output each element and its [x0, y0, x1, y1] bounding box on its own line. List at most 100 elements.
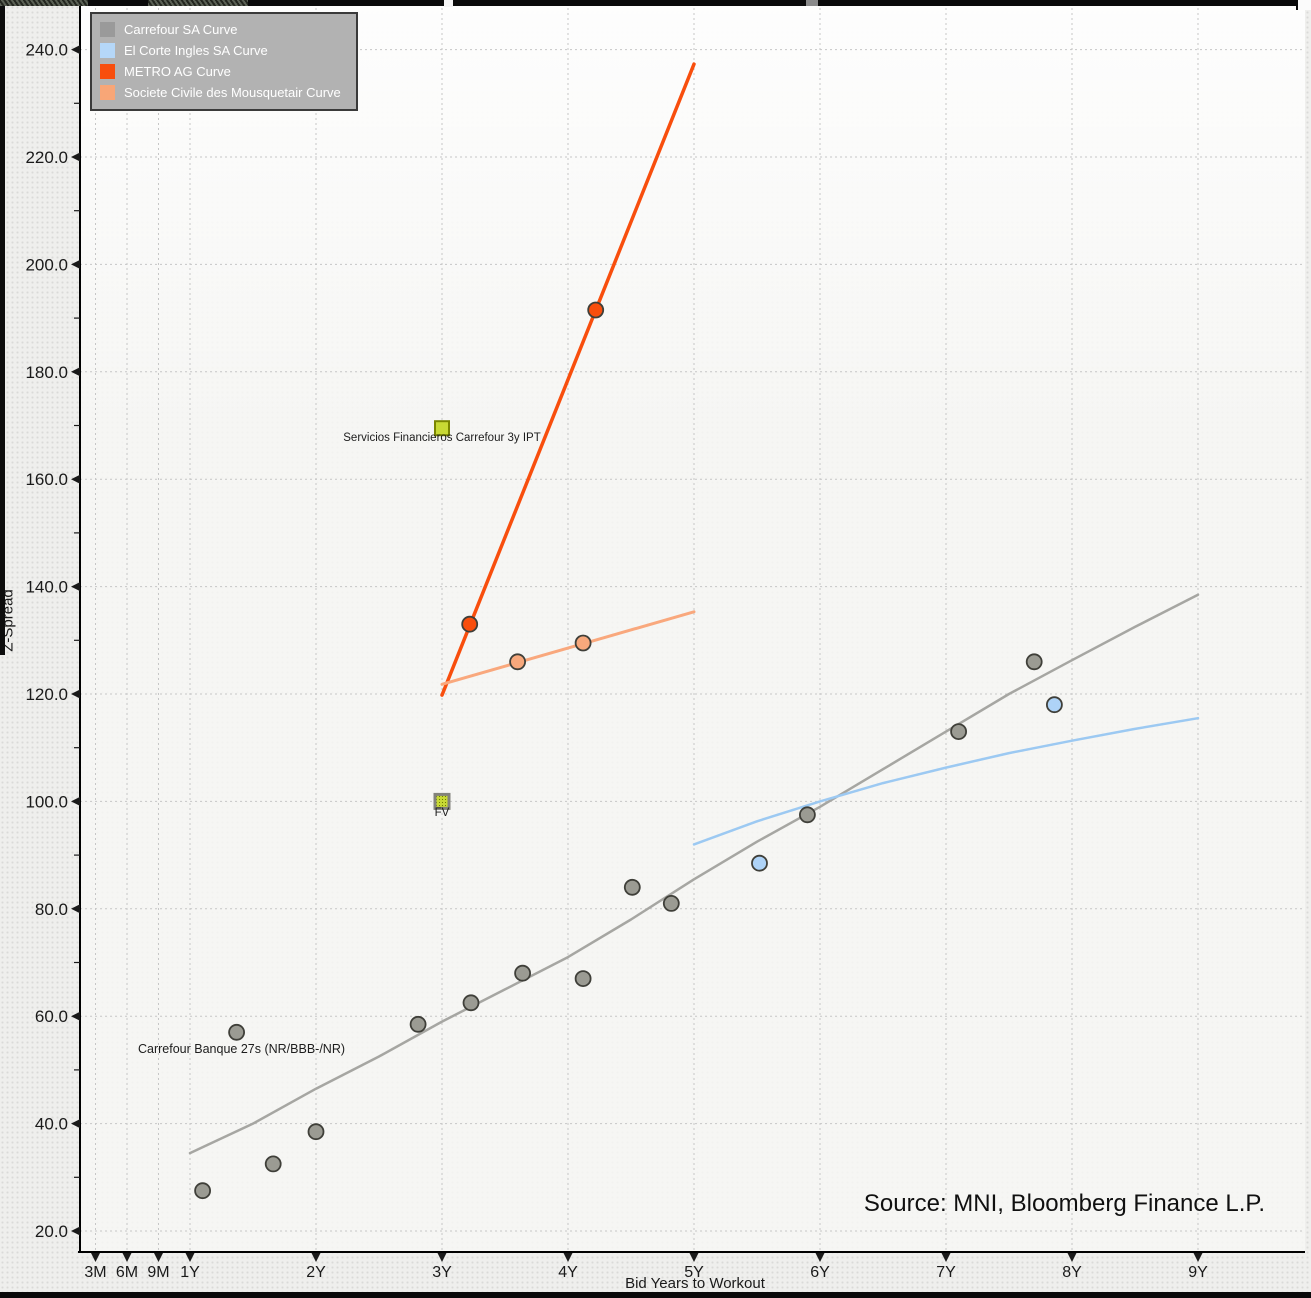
series-curve-3	[440, 610, 696, 686]
legend-swatch	[100, 64, 115, 79]
data-point-series-0[interactable]	[462, 994, 480, 1012]
y-tick-label: 120.0	[25, 685, 68, 704]
x-tick-arrow	[91, 1253, 100, 1262]
data-point-series-0[interactable]	[574, 970, 592, 987]
legend-swatch	[100, 85, 115, 100]
x-tick-arrow	[311, 1253, 321, 1262]
legend-item-0[interactable]: Carrefour SA Curve	[92, 19, 356, 40]
x-tick-arrow	[122, 1253, 132, 1262]
y-tick-label: 240.0	[25, 41, 68, 60]
series-curve-1	[692, 716, 1200, 846]
data-point-series-0[interactable]	[623, 878, 641, 896]
data-point-series-3[interactable]	[509, 653, 526, 671]
data-point-series-0[interactable]	[409, 1015, 427, 1033]
data-point-series-0[interactable]	[514, 964, 531, 982]
y-tick-arrow	[71, 689, 80, 699]
y-tick-arrow	[71, 582, 80, 592]
titlebar-notch-2	[806, 0, 818, 6]
legend-item-1[interactable]: El Corte Ingles SA Curve	[92, 40, 356, 61]
y-tick-label: 180.0	[25, 363, 68, 382]
data-point-series-0[interactable]	[264, 1155, 282, 1173]
legend-item-label: Societe Civile des Mousquetair Curve	[124, 85, 341, 100]
x-tick-arrow	[815, 1253, 825, 1262]
x-tick-arrow	[941, 1253, 951, 1262]
series-curve-2	[440, 62, 696, 697]
y-tick-label: 220.0	[25, 148, 68, 167]
x-tick-arrow	[689, 1253, 699, 1262]
data-point-series-0[interactable]	[307, 1123, 325, 1141]
y-tick-arrow	[71, 1011, 80, 1021]
window-bottom-edge	[0, 1292, 1311, 1298]
y-tick-arrow	[71, 474, 80, 484]
data-point-series-0[interactable]	[1025, 653, 1043, 671]
x-tick-arrow	[563, 1253, 573, 1262]
window-left-edge	[0, 0, 5, 655]
x-tick-label: 5Y	[684, 1264, 704, 1281]
y-tick-arrow	[71, 45, 80, 55]
titlebar-texture-left	[0, 0, 88, 6]
source-attribution: Source: MNI, Bloomberg Finance L.P.	[863, 1190, 1265, 1217]
annotation-fv: FV	[434, 807, 450, 819]
data-point-series-0[interactable]	[194, 1182, 212, 1200]
x-tick-arrow	[437, 1253, 447, 1262]
data-point-series-0[interactable]	[228, 1023, 246, 1041]
x-axis-title: Bid Years to Workout	[625, 1275, 765, 1292]
y-tick-arrow	[71, 796, 80, 806]
x-tick-label: 9M	[147, 1264, 169, 1281]
y-tick-label: 160.0	[25, 470, 68, 489]
y-tick-arrow	[71, 1119, 80, 1129]
window-top-edge	[0, 0, 1311, 6]
legend-item-label: METRO AG Curve	[124, 64, 231, 79]
y-tick-arrow	[71, 1226, 80, 1236]
data-point-series-2[interactable]	[587, 301, 605, 319]
x-tick-label: 1Y	[180, 1264, 200, 1281]
x-tick-label: 9Y	[1188, 1264, 1208, 1281]
x-tick-label: 3M	[84, 1264, 106, 1281]
x-tick-label: 3Y	[432, 1264, 452, 1281]
data-point-series-3[interactable]	[574, 634, 592, 652]
y-tick-label: 140.0	[25, 578, 68, 597]
x-tick-arrow	[1193, 1253, 1203, 1262]
data-point-series-1[interactable]	[1046, 696, 1063, 714]
y-tick-arrow	[71, 904, 80, 914]
x-tick-label: 6M	[116, 1264, 138, 1281]
series-curve-0	[188, 593, 1200, 1155]
legend-swatch	[100, 43, 115, 58]
window-corner-control[interactable]	[1296, 0, 1311, 10]
x-tick-label: 7Y	[936, 1264, 956, 1281]
y-tick-arrow	[71, 259, 80, 269]
data-point-series-1[interactable]	[751, 854, 768, 872]
legend-item-label: Carrefour SA Curve	[124, 22, 238, 37]
x-tick-label: 6Y	[810, 1264, 830, 1281]
chart-legend[interactable]: Carrefour SA Curve El Corte Ingles SA Cur…	[90, 12, 358, 111]
y-tick-label: 40.0	[35, 1115, 68, 1134]
data-point-series-2[interactable]	[461, 615, 479, 633]
titlebar-notch	[444, 0, 453, 7]
x-tick-arrow	[1067, 1253, 1077, 1262]
x-tick-label: 8Y	[1062, 1264, 1082, 1281]
y-tick-label: 20.0	[35, 1222, 68, 1241]
y-tick-arrow	[71, 152, 80, 162]
y-tick-label: 200.0	[25, 255, 68, 274]
marker-fv-square[interactable]	[433, 792, 451, 810]
marker-ipt-square[interactable]	[434, 420, 450, 437]
data-point-series-0[interactable]	[799, 806, 816, 824]
x-tick-arrow	[154, 1253, 163, 1262]
annotation-carrefour-banque: Carrefour Banque 27s (NR/BBB-/NR)	[138, 1042, 346, 1056]
annotation-servicios-ipt: Servicios Financieros Carrefour 3y IPT	[343, 432, 541, 444]
titlebar-texture-mid	[148, 0, 248, 6]
legend-item-2[interactable]: METRO AG Curve	[92, 61, 356, 82]
x-tick-arrow	[185, 1253, 195, 1262]
legend-item-3[interactable]: Societe Civile des Mousquetair Curve	[92, 82, 356, 103]
data-point-series-0[interactable]	[662, 895, 680, 912]
y-tick-arrow	[71, 367, 80, 377]
data-point-series-0[interactable]	[950, 723, 967, 740]
x-tick-label: 2Y	[306, 1264, 326, 1281]
x-tick-label: 4Y	[558, 1264, 578, 1281]
legend-item-label: El Corte Ingles SA Curve	[124, 43, 268, 58]
y-tick-label: 80.0	[35, 900, 68, 919]
legend-swatch	[100, 22, 115, 37]
y-tick-label: 60.0	[35, 1007, 68, 1026]
